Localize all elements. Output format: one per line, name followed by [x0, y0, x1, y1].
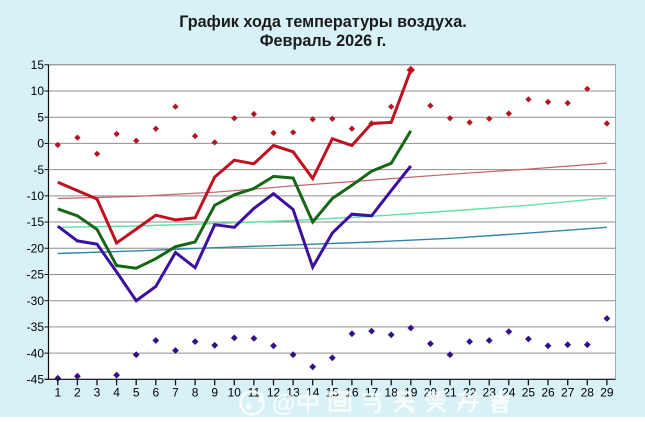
svg-text:13: 13 [286, 386, 300, 400]
svg-text:0: 0 [37, 137, 44, 151]
svg-text:6: 6 [152, 386, 159, 400]
svg-text:-20: -20 [27, 242, 45, 256]
svg-text:-10: -10 [27, 189, 45, 203]
svg-text:16: 16 [345, 386, 359, 400]
svg-text:-40: -40 [27, 346, 45, 360]
svg-text:9: 9 [211, 386, 218, 400]
svg-text:@: @ [272, 391, 295, 418]
svg-text:17: 17 [365, 386, 379, 400]
svg-text:График хода температуры воздух: График хода температуры воздуха. [179, 13, 467, 31]
svg-text:-15: -15 [27, 215, 45, 229]
svg-text:7: 7 [172, 386, 179, 400]
svg-text:-5: -5 [33, 163, 44, 177]
svg-text:5: 5 [37, 110, 44, 124]
svg-text:27: 27 [561, 386, 575, 400]
svg-text:-25: -25 [27, 268, 45, 282]
svg-text:-45: -45 [27, 373, 45, 387]
svg-text:12: 12 [267, 386, 281, 400]
svg-text:18: 18 [385, 386, 399, 400]
svg-text:3: 3 [94, 386, 101, 400]
svg-text:1: 1 [54, 386, 61, 400]
svg-text:-30: -30 [27, 294, 45, 308]
svg-text:26: 26 [541, 386, 555, 400]
svg-text:28: 28 [581, 386, 595, 400]
svg-text:8: 8 [192, 386, 199, 400]
svg-text:-35: -35 [27, 320, 45, 334]
svg-text:4: 4 [113, 386, 120, 400]
svg-text:10: 10 [31, 84, 45, 98]
svg-text:Февраль 2026 г.: Февраль 2026 г. [260, 32, 387, 50]
svg-text:15: 15 [31, 58, 45, 72]
svg-text:10: 10 [228, 386, 242, 400]
svg-text:5: 5 [133, 386, 140, 400]
svg-text:21: 21 [443, 386, 457, 400]
svg-text:25: 25 [522, 386, 536, 400]
svg-text:29: 29 [600, 386, 614, 400]
svg-text:2: 2 [74, 386, 81, 400]
